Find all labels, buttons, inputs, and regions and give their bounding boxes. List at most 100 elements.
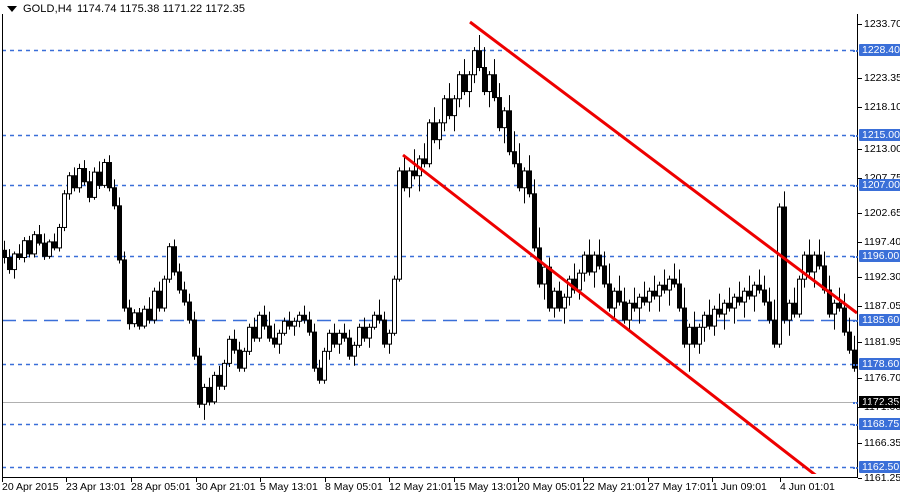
candle-bearish [607,283,612,309]
time-label: 4 Jun 01:01 [780,481,835,493]
candle-bearish [617,290,622,303]
candle-bullish [372,314,377,328]
level-price-badge: 1228.40 [859,44,900,56]
candle-bearish [682,307,687,345]
candle-bullish [62,193,67,228]
candle-bearish [127,307,132,325]
level-price-badge: 1178.60 [859,358,900,370]
time-label: 12 May 21:01 [389,481,453,493]
level-price-badge: 1185.60 [859,314,900,326]
candle-bearish [672,278,677,285]
time-label: 23 Apr 13:01 [66,481,126,493]
candle-bullish [247,326,252,352]
candle-bearish [307,319,312,333]
candle-bearish [2,249,7,259]
candle-bullish [502,110,507,129]
price-label: 1218.10 [864,101,900,113]
price-axis-line [857,14,858,478]
candle-bullish [812,254,817,273]
candle-bullish [627,302,632,321]
price-label: 1192.30 [864,271,900,283]
price-tick [858,378,862,379]
candle-bearish [287,320,292,327]
trendline-upper-channel[interactable] [469,20,857,315]
candle-bullish [282,320,287,334]
candle-bullish [202,386,207,405]
candle-bullish [582,254,587,274]
candle-bearish [792,302,797,315]
time-tick [131,477,132,482]
candle-bullish [712,308,717,327]
level-tick [853,256,858,258]
candle-bullish [327,332,332,352]
candle-bullish [92,171,97,198]
candle-bearish [137,312,142,327]
chart-header: GOLD,H4 1174.74 1175.38 1171.22 1172.35 [0,0,900,18]
level-price-badge: 1162.50 [859,461,900,473]
candle-bullish [47,241,52,257]
candle-bullish [637,296,642,309]
candle-bullish [722,302,727,315]
candle-bearish [557,290,562,309]
plot-area[interactable] [2,14,857,474]
candle-bearish [767,301,772,321]
candle-bearish [547,266,552,309]
candle-bullish [567,278,572,298]
candle-bullish [292,320,297,327]
time-label: 1 Jun 09:01 [712,481,767,493]
price-label: 1213.00 [864,143,900,155]
price-label: 1202.65 [864,207,900,219]
candle-bearish [267,325,272,339]
candle-bullish [22,240,27,259]
price-tick [858,443,862,444]
price-tick [858,306,862,307]
candle-bearish [632,302,637,309]
candle-bearish [642,296,647,303]
candle-bearish [482,67,487,93]
chevron-down-icon[interactable] [7,6,17,12]
candle-bullish [647,290,652,303]
candle-bearish [462,74,467,93]
candle-bullish [277,332,282,345]
price-tick [858,478,862,479]
candle-bearish [852,349,857,369]
candle-bearish [27,240,32,255]
price-tick [858,78,862,79]
price-tick [858,277,862,278]
candle-bullish [522,170,527,189]
candle-bullish [802,254,807,280]
time-label: 22 May 21:01 [583,481,647,493]
candle-bearish [572,278,577,291]
candle-bearish [272,337,277,345]
candle-bullish [102,162,107,186]
candle-bullish [472,50,477,76]
time-tick [518,477,519,482]
candle-bearish [762,289,767,303]
level-tick [853,364,858,366]
candle-bearish [757,284,762,291]
candle-bearish [332,332,337,345]
time-label: 20 May 05:01 [518,481,582,493]
price-label: 1223.35 [864,72,900,84]
ohlc-values: 1174.74 1175.38 1171.22 1172.35 [77,3,246,15]
candle-bearish [232,338,237,351]
level-tick [853,424,858,426]
candle-bearish [182,289,187,303]
candle-bearish [677,283,682,309]
candle-bullish [387,332,392,345]
candle-bearish [342,332,347,339]
candle-bullish [162,278,167,309]
trendline-lower-channel[interactable] [402,153,818,474]
candle-bullish [612,290,617,309]
price-tick [858,342,862,343]
candle-bullish [77,168,82,189]
candle-bullish [297,314,302,322]
candle-bullish [152,290,157,321]
time-label: 27 May 17:01 [648,481,712,493]
candle-bearish [827,289,832,315]
candle-bullish [212,374,217,403]
price-label: 1166.35 [864,437,900,449]
candle-bearish [377,314,382,321]
price-tick [858,213,862,214]
price-label: 1197.40 [864,236,900,248]
